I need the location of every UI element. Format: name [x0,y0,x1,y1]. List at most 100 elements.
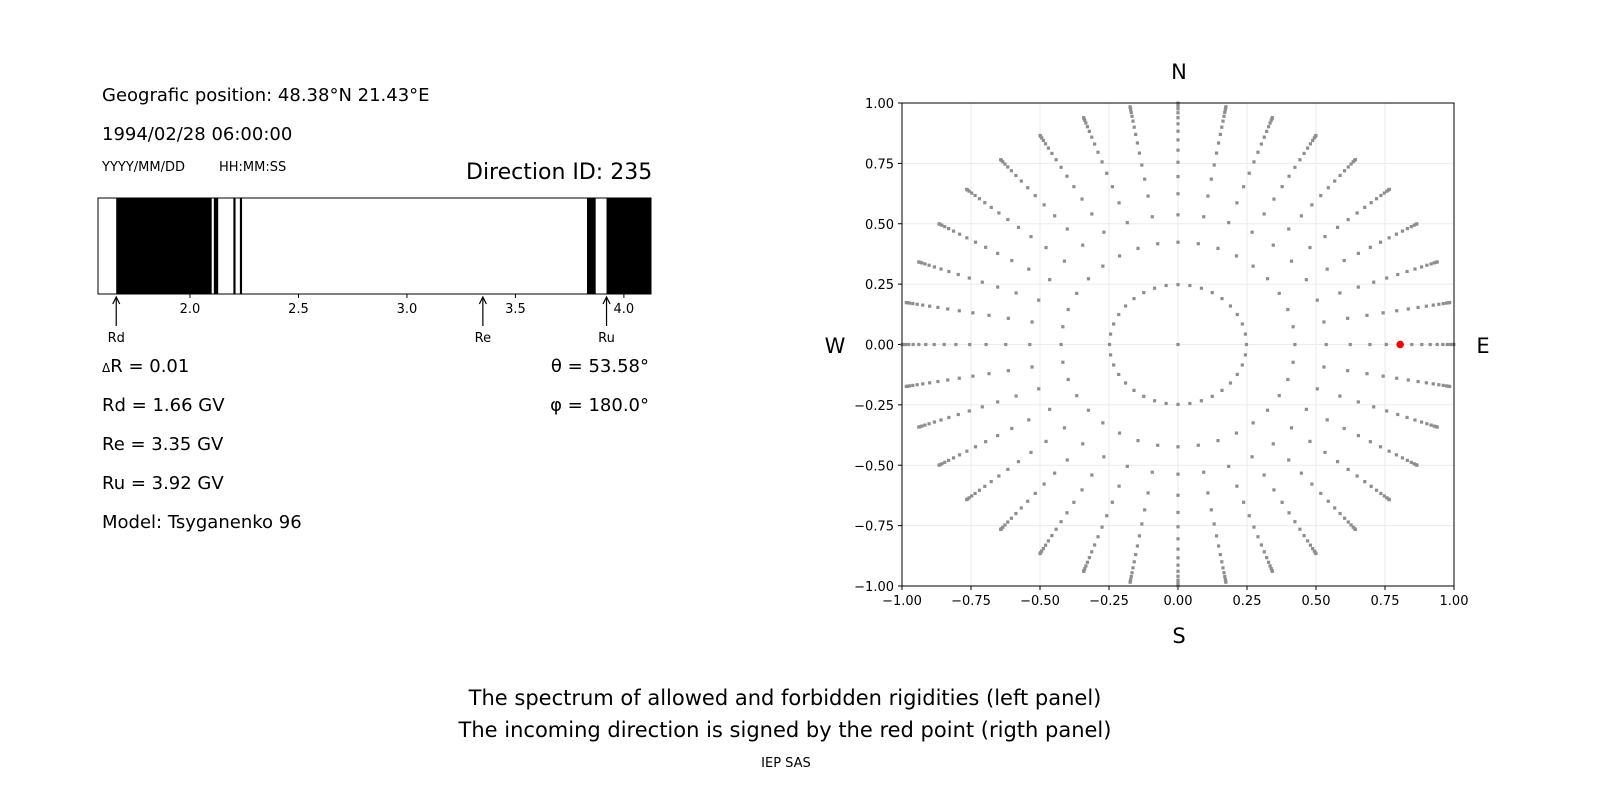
direction-point [1368,440,1372,444]
direction-point [1188,283,1192,288]
direction-point [1240,363,1244,367]
direction-point [1311,138,1315,143]
direction-point [1188,401,1192,406]
direction-point [937,222,941,226]
direction-point [1101,421,1105,425]
direction-point [1369,484,1373,488]
direction-point [958,453,962,457]
direction-point [971,374,975,378]
direction-point [1425,422,1429,426]
direction-point [1265,129,1269,133]
direction-point [1441,342,1445,347]
direction-point [1123,381,1128,385]
direction-point [1286,377,1290,382]
direction-point [1271,442,1275,446]
direction-point [1176,402,1180,406]
direction-point [996,400,1000,404]
direction-point [1365,313,1369,317]
direction-point [1176,569,1180,573]
direction-point [937,463,941,467]
direction-point [1156,242,1160,246]
direction-point [928,381,932,385]
direction-point [942,342,946,347]
direction-point [1266,560,1271,564]
direction-point [1105,514,1109,518]
direction-point [983,201,987,205]
direction-point [1287,227,1291,231]
direction-point [1135,141,1139,145]
direction-point [1176,581,1180,585]
direction-point [1038,133,1042,138]
direction-point [1027,418,1031,422]
direction-point [1372,405,1376,409]
direction-point [1400,229,1405,233]
direction-point [1343,516,1347,520]
y-tick-label: −0.75 [854,520,894,535]
direction-point [1176,472,1180,476]
y-tick-label: −1.00 [854,580,894,595]
direction-point [1405,227,1409,231]
direction-point [1117,431,1122,435]
direction-point [1132,125,1136,129]
direction-point [1256,150,1260,154]
direction-point [1176,213,1180,217]
direction-point [932,342,936,347]
direction-point [1333,179,1337,183]
direction-point [984,245,988,249]
direction-point [951,456,956,460]
direction-point [1298,527,1302,531]
forbidden-band [606,198,651,294]
direction-point [1416,305,1420,310]
y-tick-label: 0.75 [865,157,894,172]
direction-point [1125,221,1129,225]
direction-point [980,405,984,409]
direction-point [1096,150,1100,154]
direction-point [1379,193,1383,198]
direction-point [1381,374,1385,378]
direction-point [1216,439,1220,443]
direction-point [1356,251,1360,255]
direction-point [1448,300,1452,305]
direction-point [1385,189,1389,193]
x-tick-label: 1.00 [1440,594,1469,609]
direction-point [1081,442,1085,446]
direction-point [1240,322,1244,326]
direction-id: Direction ID: 235 [466,160,653,185]
direction-point [917,425,921,429]
direction-point [1016,460,1021,464]
direction-point [1432,424,1436,428]
direction-point [923,423,927,427]
direction-point [967,189,971,193]
direction-point [1059,165,1063,169]
direction-point [1048,407,1052,411]
y-tick-label: −0.25 [854,399,894,414]
direction-point [1110,185,1114,189]
direction-point [1368,245,1372,249]
direction-point [1066,377,1070,382]
direction-point [1199,399,1204,403]
direction-point [1235,201,1239,205]
direction-point [1289,259,1294,263]
direction-point [1265,277,1270,281]
direction-point [1420,342,1424,347]
direction-point [1227,221,1231,225]
direction-point [1224,580,1228,584]
direction-point [1302,533,1306,538]
direction-point [1084,564,1088,568]
direction-point [1075,291,1079,295]
direction-point [915,302,919,306]
direction-point [1176,445,1180,449]
direction-point [1222,571,1226,575]
direction-point [970,494,974,498]
direction-point [1137,151,1142,155]
direction-point [1042,482,1046,486]
direction-point [1305,146,1310,150]
direction-point [1346,316,1350,320]
marker-arrow-head [602,295,611,305]
direction-point [1250,230,1254,234]
direction-point [1305,539,1310,543]
direction-point [1396,272,1400,277]
direction-point [927,263,931,267]
x-tick-label: −0.50 [1020,594,1060,609]
direction-point [1312,549,1316,553]
